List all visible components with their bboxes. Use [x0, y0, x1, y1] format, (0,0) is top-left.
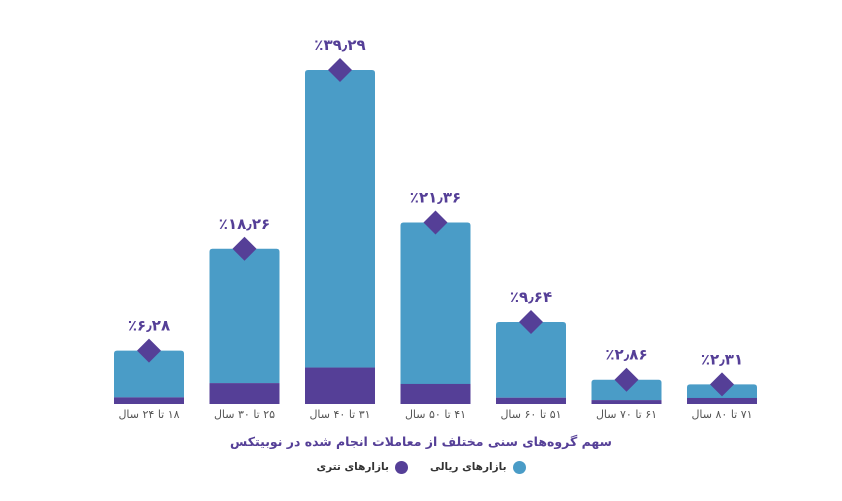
value-label-2: ٪۱۸٫۲۶	[219, 215, 270, 233]
bar-rial-4	[400, 222, 471, 384]
value-label-4: ٪۲۱٫۳۶	[410, 188, 461, 206]
category-label-7: ۷۱ تا ۸۰ سال	[691, 408, 752, 421]
diamond-marker-2	[232, 236, 257, 261]
category-label-3: ۳۱ تا ۴۰ سال	[309, 408, 370, 421]
category-label-4: ۴۱ تا ۵۰ سال	[405, 408, 466, 421]
value-label-5: ٪۹٫۶۴	[510, 288, 552, 306]
diamond-marker-7	[710, 372, 734, 397]
legend-swatch-tether	[394, 460, 408, 474]
legend-item-tether: بازارهای تتری	[316, 460, 408, 474]
value-label-6: ٪۲٫۸۶	[605, 346, 647, 364]
diamond-marker-3	[328, 58, 352, 83]
diamond-marker-6	[614, 367, 639, 392]
diamond-marker-4	[423, 210, 448, 235]
bar-rial-5	[496, 322, 566, 398]
legend-label-tether: بازارهای تتری	[316, 461, 389, 473]
bar-tether-3	[305, 367, 375, 404]
chart-title: سهم گروه‌های سنی مختلف از معاملات انجام …	[230, 434, 612, 449]
value-label-1: ٪۶٫۲۸	[128, 317, 170, 335]
legend-label-rial: بازارهای ریالی	[429, 461, 507, 473]
diamond-marker-1	[137, 338, 161, 363]
bar-tether-1	[114, 397, 184, 404]
category-label-2: ۲۵ تا ۳۰ سال	[214, 408, 275, 421]
bar-rial-3	[305, 70, 375, 368]
diamond-marker-5	[519, 310, 543, 335]
bar-tether-7	[687, 397, 757, 404]
bar-tether-2	[209, 383, 280, 404]
legend-item-rial: بازارهای ریالی	[429, 460, 526, 474]
value-label-3: ٪۳۹٫۲۹	[314, 36, 365, 54]
bar-tether-4	[400, 383, 471, 404]
legend: بازارهای ریالی بازارهای تتری	[0, 457, 842, 477]
category-label-5: ۵۱ تا ۶۰ سال	[500, 408, 561, 421]
bar-rial-2	[209, 248, 280, 384]
bar-tether-6	[591, 400, 662, 404]
bar-rial-1	[114, 350, 184, 398]
legend-swatch-rial	[512, 460, 526, 474]
value-label-7: ٪۲٫۳۱	[701, 350, 743, 368]
bar-tether-5	[496, 397, 566, 404]
category-label-1: ۱۸ تا ۲۴ سال	[118, 408, 179, 421]
category-label-6: ۶۱ تا ۷۰ سال	[596, 408, 657, 421]
